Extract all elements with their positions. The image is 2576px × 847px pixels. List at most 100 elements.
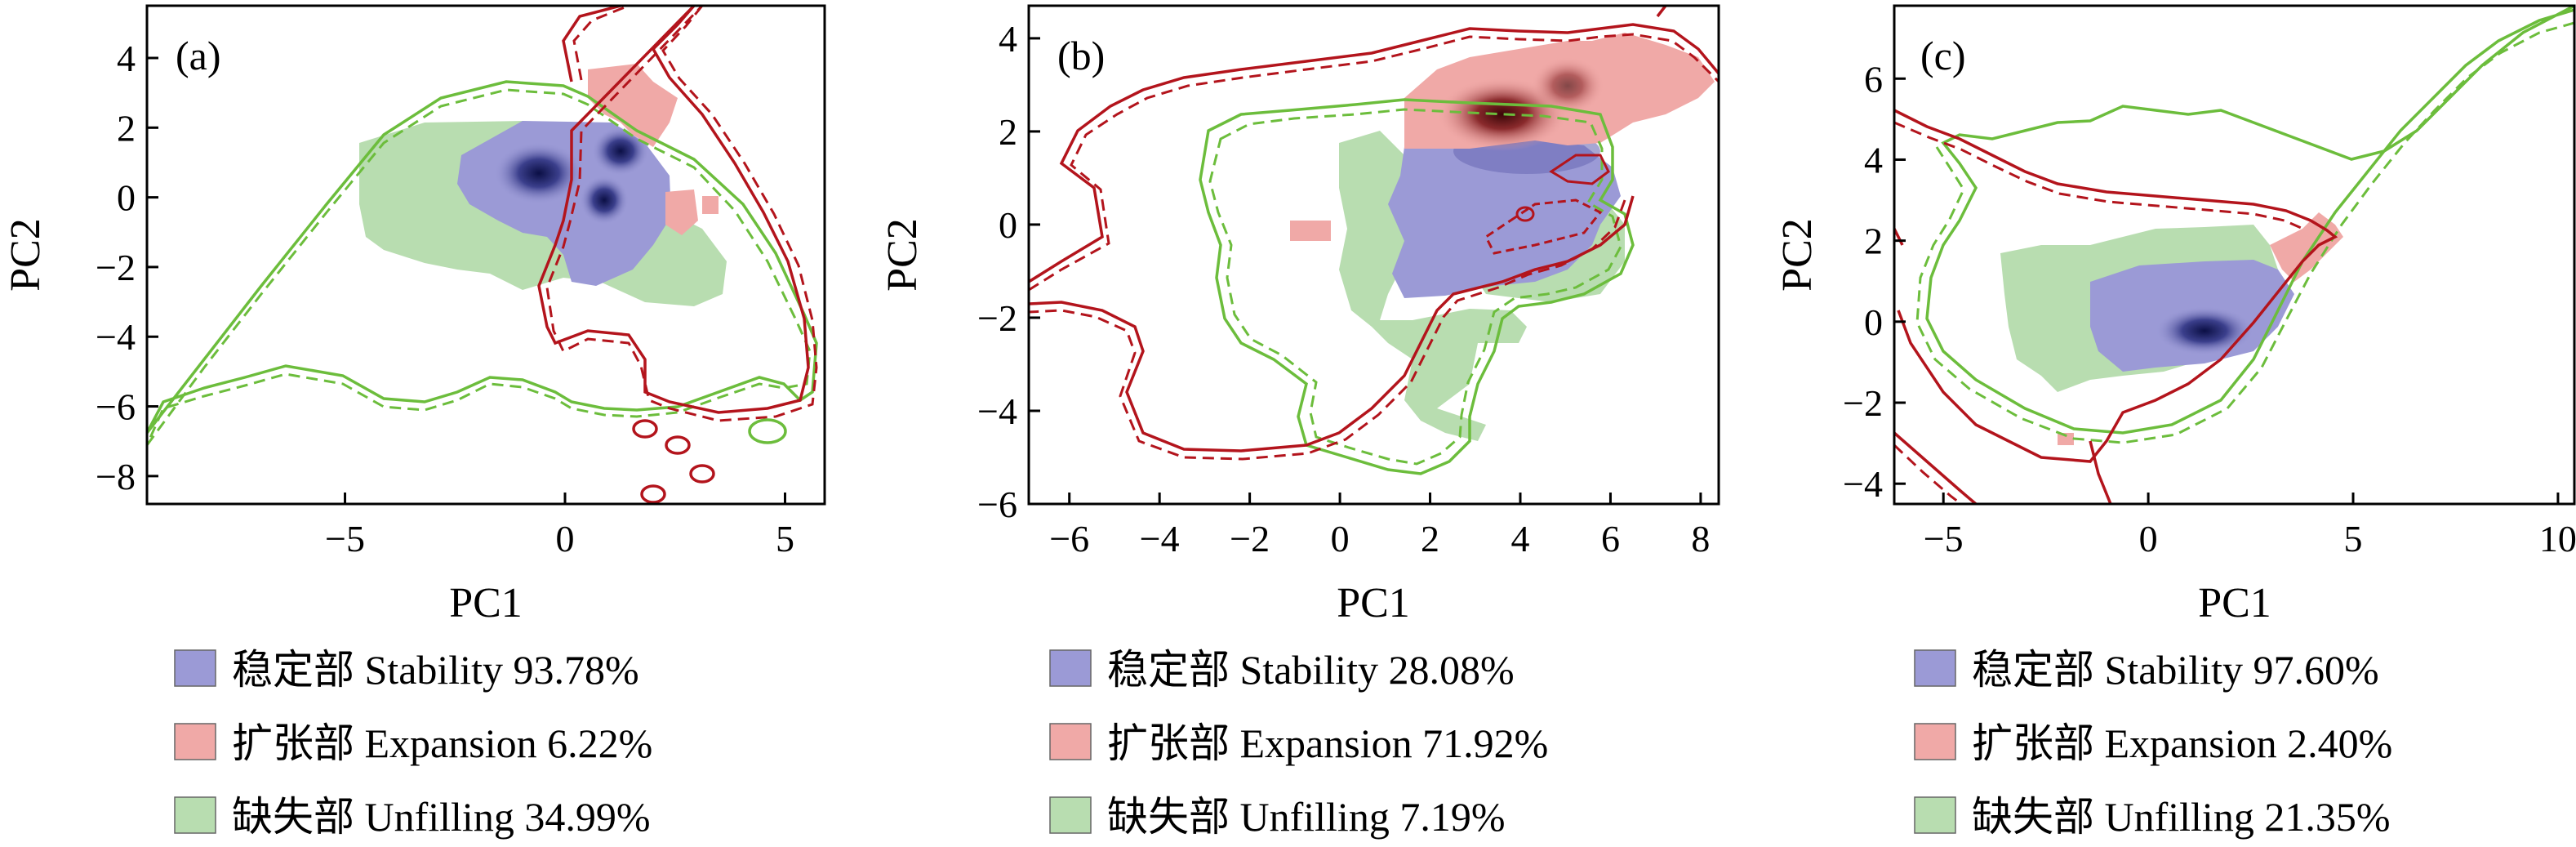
legend-swatch-stability [1049,649,1092,687]
x-tick-label: −5 [325,518,365,559]
panel-c-ylabel: PC2 [1774,218,1821,292]
x-tick-label: 0 [556,518,575,559]
legend-label-unfilling: 缺失部 Unfilling 21.35% [1972,794,2390,840]
panel-b: −6 −4 −2 0 2 4 6 8 −6 −4 −2 0 2 4 [977,4,1720,559]
panel-a-unfilling-contour-loop [748,418,787,444]
panel-b-plot-area [1029,6,1719,475]
y-tick-label: 4 [999,18,1017,60]
x-tick-label: 8 [1691,518,1710,559]
panel-b-axes: −6 −4 −2 0 2 4 6 8 −6 −4 −2 0 2 4 [977,18,1710,559]
panel-b-xlabel: PC1 [1337,580,1410,626]
legend-swatch-unfilling [1049,796,1092,834]
panel-c-frame [1893,4,2576,506]
x-tick-label: 4 [1510,518,1529,559]
panel-c-expansion-region [2270,212,2343,282]
panel-b-expansion-contour-inner [1484,198,1603,255]
panel-a-expansion-contour-loop [689,464,715,484]
x-tick-label: 0 [2139,518,2158,559]
panel-a-axes: −5 0 5 −8 −6 −4 −2 0 2 4 [96,38,794,559]
x-tick-label: 6 [1601,518,1620,559]
y-tick-label: 0 [999,204,1017,246]
panel-c-plot-area [1894,6,2574,504]
panel-a-expansion-region [588,64,678,147]
panel-a: −5 0 5 −8 −6 −4 −2 0 2 4 [96,4,826,559]
panel-c-expansion-contour-lower-dashed [1894,444,1962,504]
x-tick-label: −6 [1049,518,1089,559]
legend-label-expansion: 扩张部 Expansion 71.92% [1107,720,1548,766]
legend-swatch-unfilling [1914,796,1956,834]
legend-label-expansion: 扩张部 Expansion 2.40% [1972,720,2392,766]
panel-c-unfilling-contour-solid [1925,6,2574,435]
y-tick-label: −8 [96,456,136,497]
panel-a-expansion-region [665,189,698,235]
panel-a-label: (a) [176,33,221,78]
panel-c-legend: 稳定部 Stability 97.60% 扩张部 Expansion 2.40%… [1914,647,2392,840]
panel-c-stability-core [2156,306,2253,355]
panel-c-axes: −5 0 5 10 −4 −2 0 2 4 6 [1843,58,2576,559]
panel-b-expansion-region [1290,221,1331,241]
panel-a-ylabel: PC2 [2,218,49,292]
y-tick-label: 4 [1864,139,1883,181]
legend-swatch-stability [1914,649,1956,687]
panel-a-unfilling-contour-solid [147,80,818,435]
panel-a-expansion-contour-loop [632,419,658,439]
y-tick-label: 0 [1864,301,1883,343]
panel-a-frame [145,4,826,506]
x-tick-label: 0 [1331,518,1350,559]
panel-c-expansion-contour-dashed [1894,121,2307,232]
panel-a-legend: 稳定部 Stability 93.78% 扩张部 Expansion 6.22%… [174,647,652,840]
panel-c-unfilling-contour-dashed [1915,21,2574,444]
legend-label-stability: 稳定部 Stability 97.60% [1972,647,2379,693]
panel-a-expansion-region [702,196,719,214]
panel-a-unfilling-contour-dashed [147,88,812,446]
legend-label-unfilling: 缺失部 Unfilling 7.19% [1107,794,1505,840]
y-tick-label: −6 [96,386,136,428]
y-tick-label: 0 [117,177,136,219]
x-tick-label: 5 [776,518,794,559]
panel-c-xlabel: PC1 [2198,580,2271,626]
y-tick-label: −2 [1843,382,1883,424]
panel-b-expansion-core [1531,57,1604,114]
panel-c-label: (c) [1920,33,1966,78]
legend-label-expansion: 扩张部 Expansion 6.22% [232,720,652,766]
panel-a-xlabel: PC1 [449,580,523,626]
panel-b-unfilling-contour-solid [1199,98,1635,475]
legend-swatch-unfilling [174,796,216,834]
panel-a-stability-core [580,176,629,225]
y-tick-label: −4 [977,390,1017,432]
panel-b-ylabel: PC2 [879,218,926,292]
x-tick-label: 10 [2539,518,2576,559]
panel-a-expansion-contour-dashed [545,6,818,422]
panel-b-expansion-contour-solid [1029,6,1719,452]
legend-label-stability: 稳定部 Stability 28.08% [1107,647,1515,693]
panel-b-unfilling-contour-dashed [1208,108,1622,466]
legend-swatch-expansion [1914,723,1956,760]
panel-b-label: (b) [1057,33,1105,78]
y-tick-label: 2 [999,111,1017,153]
panel-b-expansion-contour-dashed [1029,33,1719,461]
panel-a-expansion-contour-loop [640,484,666,504]
legend-swatch-stability [174,649,216,687]
legend-swatch-expansion [1049,723,1092,760]
x-tick-label: −5 [1924,518,1964,559]
y-tick-label: 2 [117,107,136,149]
panel-c: −5 0 5 10 −4 −2 0 2 4 6 [1843,4,2576,559]
panel-b-legend: 稳定部 Stability 28.08% 扩张部 Expansion 71.92… [1049,647,1548,840]
y-tick-label: −6 [977,484,1017,525]
panel-b-expansion-contour-inner [1549,154,1610,185]
panel-a-expansion-contour-loop [665,435,691,455]
panel-b-frame [1027,4,1720,506]
y-tick-label: −2 [96,247,136,288]
panel-a-stability-core [494,142,584,204]
panel-c-expansion-contour-lower [1894,431,1978,504]
y-tick-label: −4 [1843,463,1883,505]
y-tick-label: 4 [117,38,136,79]
panel-c-expansion-contour-solid [1894,109,2338,504]
y-tick-label: −4 [96,316,136,358]
panel-a-expansion-contour-solid [537,6,810,414]
legend-swatch-expansion [174,723,216,760]
x-tick-label: −4 [1140,518,1180,559]
legend-label-stability: 稳定部 Stability 93.78% [232,647,639,693]
panel-b-expansion-contour-loop [1515,206,1535,222]
